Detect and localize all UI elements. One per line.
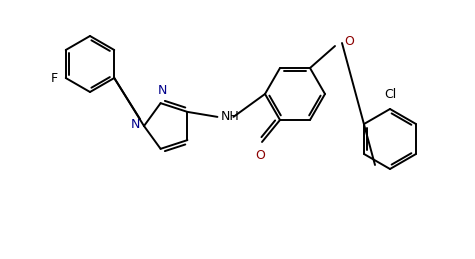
Text: F: F <box>51 71 58 84</box>
Text: O: O <box>255 149 265 162</box>
Text: Cl: Cl <box>384 88 396 101</box>
Text: O: O <box>344 34 354 47</box>
Text: NH: NH <box>220 110 239 123</box>
Text: N: N <box>158 84 167 97</box>
Text: N: N <box>131 118 140 131</box>
